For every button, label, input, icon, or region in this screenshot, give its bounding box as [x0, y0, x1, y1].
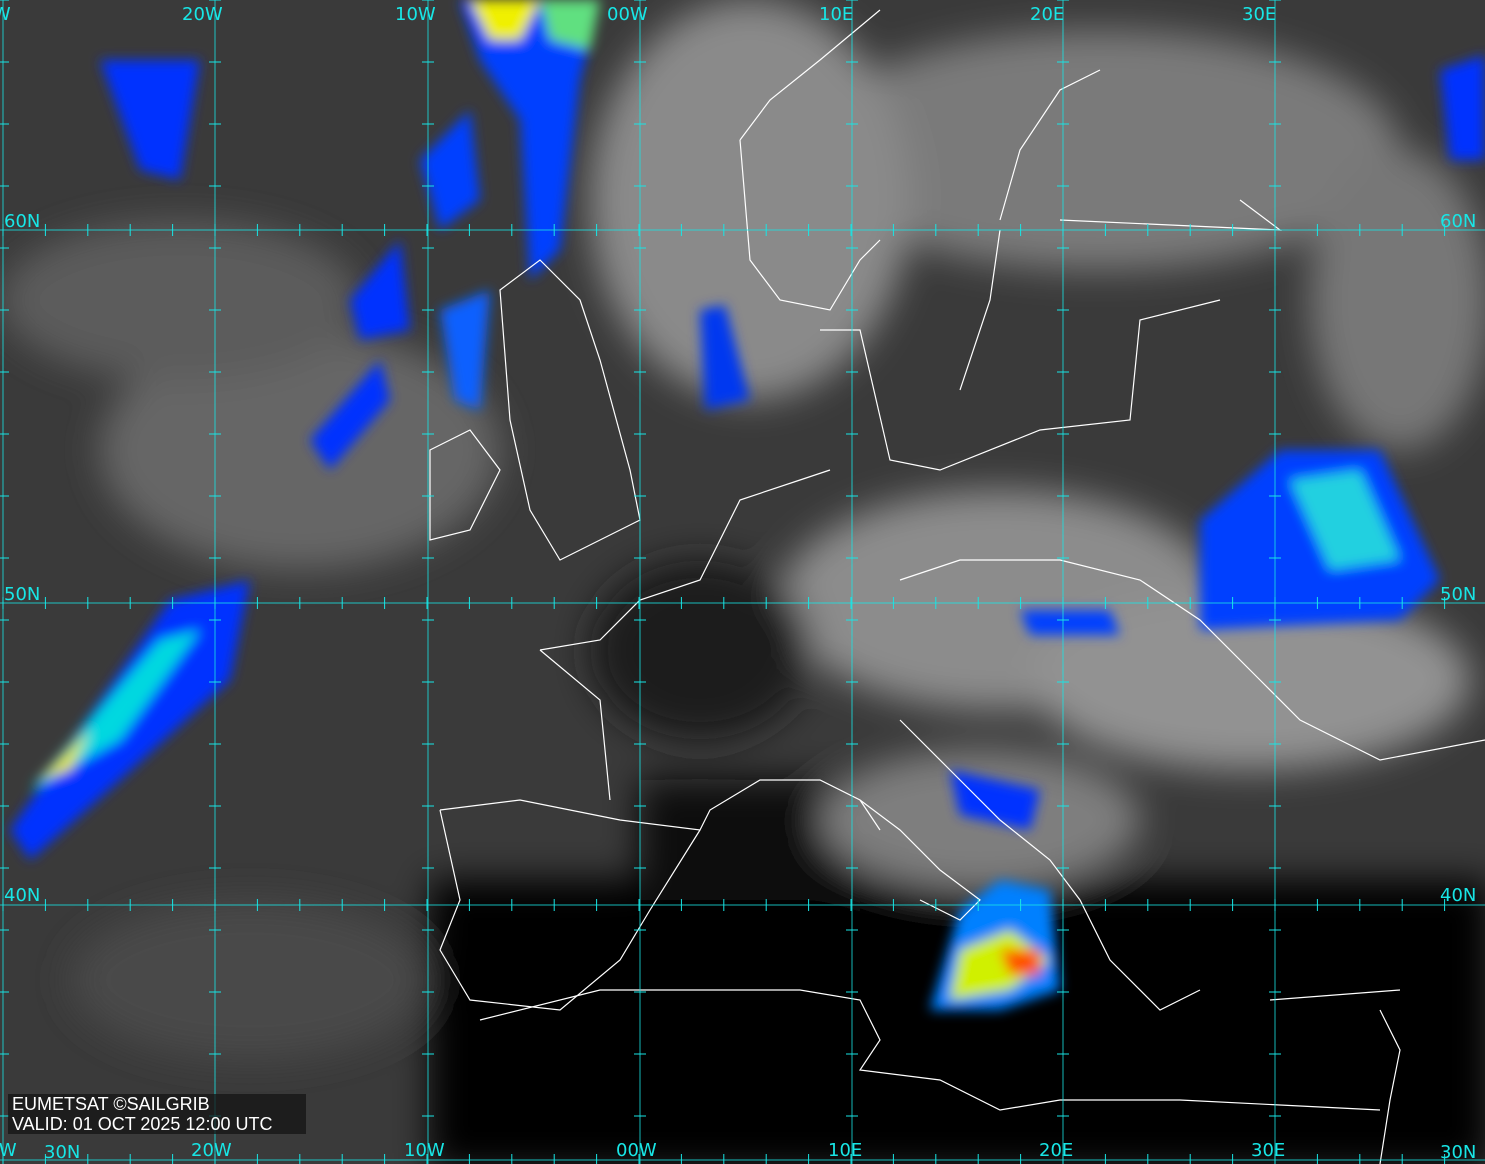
latitude-label-right: 30N: [1440, 1142, 1477, 1163]
latitude-label-right: 50N: [1440, 584, 1477, 605]
latitude-label-right: 60N: [1440, 211, 1477, 232]
latitude-label-left: 50N: [4, 584, 41, 605]
latitude-label-left: 30N: [44, 1142, 81, 1163]
longitude-label-top: 10E: [819, 4, 854, 25]
longitude-label-bottom: 10E: [828, 1140, 863, 1161]
latitude-label-left: 60N: [4, 211, 41, 232]
latitude-label-right: 40N: [1440, 885, 1477, 906]
valid-time: VALID: 01 OCT 2025 12:00 UTC: [12, 1114, 273, 1134]
coastlines: [429, 9, 1485, 1164]
precipitation-overlay: [10, 0, 1485, 1010]
longitude-label-bottom: 30W: [0, 1140, 17, 1161]
longitude-label-bottom: 30E: [1251, 1140, 1286, 1161]
longitude-label-top: 10W: [395, 4, 436, 25]
longitude-label-bottom: 20E: [1039, 1140, 1074, 1161]
latitude-label-left: 40N: [4, 885, 41, 906]
longitude-label-top: 30W: [0, 4, 11, 25]
longitude-label-bottom: 00W: [616, 1140, 657, 1161]
longitude-label-top: 00W: [607, 4, 648, 25]
longitude-label-bottom: 20W: [191, 1140, 232, 1161]
source-credit: EUMETSAT ©SAILGRIB: [12, 1094, 210, 1114]
longitude-label-top: 20W: [182, 4, 223, 25]
longitude-label-bottom: 10W: [404, 1140, 445, 1161]
longitude-label-top: 30E: [1242, 4, 1277, 25]
image-caption: EUMETSAT ©SAILGRIB VALID: 01 OCT 2025 12…: [8, 1094, 306, 1134]
longitude-label-top: 20E: [1030, 4, 1065, 25]
